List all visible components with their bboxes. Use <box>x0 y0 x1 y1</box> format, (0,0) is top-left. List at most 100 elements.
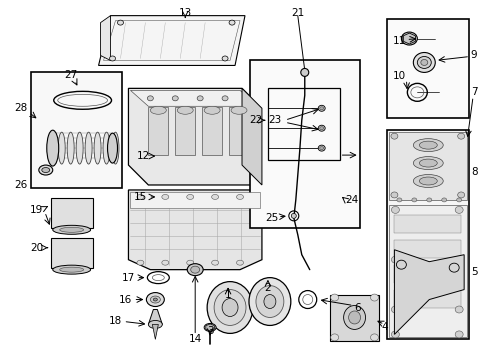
Ellipse shape <box>147 96 153 101</box>
Polygon shape <box>128 88 262 185</box>
Ellipse shape <box>53 265 91 274</box>
Ellipse shape <box>177 106 193 114</box>
Polygon shape <box>206 324 215 331</box>
Text: 10: 10 <box>393 71 406 81</box>
Bar <box>394 215 461 233</box>
Text: 1: 1 <box>225 289 231 300</box>
Ellipse shape <box>112 132 119 164</box>
Polygon shape <box>152 324 158 339</box>
Ellipse shape <box>301 68 309 76</box>
Ellipse shape <box>391 133 398 139</box>
Ellipse shape <box>148 320 162 328</box>
Ellipse shape <box>150 106 166 114</box>
Ellipse shape <box>264 294 276 309</box>
Text: 23: 23 <box>268 115 282 125</box>
Ellipse shape <box>58 132 65 164</box>
Ellipse shape <box>419 159 437 167</box>
Ellipse shape <box>207 282 253 333</box>
Ellipse shape <box>94 132 101 164</box>
Ellipse shape <box>150 296 160 303</box>
Ellipse shape <box>147 293 164 306</box>
Ellipse shape <box>39 165 53 175</box>
Ellipse shape <box>137 260 144 265</box>
Ellipse shape <box>414 157 443 170</box>
Ellipse shape <box>370 334 378 341</box>
Ellipse shape <box>85 132 92 164</box>
Ellipse shape <box>249 278 291 325</box>
Text: 5: 5 <box>471 267 477 276</box>
Ellipse shape <box>187 264 203 276</box>
Polygon shape <box>128 190 262 270</box>
Ellipse shape <box>412 198 417 202</box>
Ellipse shape <box>319 107 324 110</box>
Ellipse shape <box>414 139 443 152</box>
Ellipse shape <box>204 106 220 114</box>
Ellipse shape <box>331 294 339 301</box>
Ellipse shape <box>392 206 399 213</box>
Ellipse shape <box>414 175 443 188</box>
Ellipse shape <box>319 127 324 130</box>
Ellipse shape <box>256 285 284 318</box>
Bar <box>268 88 340 160</box>
Text: 12: 12 <box>137 151 150 161</box>
Text: 26: 26 <box>14 180 27 190</box>
Ellipse shape <box>47 130 59 166</box>
Ellipse shape <box>162 260 169 265</box>
Polygon shape <box>130 192 260 208</box>
Ellipse shape <box>331 334 339 341</box>
Ellipse shape <box>212 260 219 265</box>
Ellipse shape <box>49 132 56 164</box>
Ellipse shape <box>67 132 74 164</box>
Ellipse shape <box>458 133 465 139</box>
Ellipse shape <box>427 198 432 202</box>
Ellipse shape <box>417 57 431 68</box>
Ellipse shape <box>212 194 219 199</box>
Text: 4: 4 <box>381 323 388 332</box>
Ellipse shape <box>292 213 296 219</box>
Text: 3: 3 <box>207 327 214 336</box>
Ellipse shape <box>118 20 123 25</box>
Bar <box>250 60 360 228</box>
Text: 16: 16 <box>119 294 132 305</box>
Bar <box>394 240 461 258</box>
Ellipse shape <box>191 266 200 273</box>
Ellipse shape <box>222 298 238 316</box>
Polygon shape <box>390 205 467 337</box>
Ellipse shape <box>414 53 435 72</box>
Text: 28: 28 <box>14 103 27 113</box>
Bar <box>148 107 168 155</box>
Ellipse shape <box>348 311 361 324</box>
Ellipse shape <box>343 306 366 329</box>
Ellipse shape <box>392 331 399 338</box>
Ellipse shape <box>214 289 246 325</box>
Ellipse shape <box>172 96 178 101</box>
Polygon shape <box>394 250 464 334</box>
Text: 19: 19 <box>30 205 44 215</box>
Ellipse shape <box>153 298 157 301</box>
Text: 2: 2 <box>265 283 271 293</box>
Bar <box>394 289 461 307</box>
Ellipse shape <box>42 167 50 172</box>
Ellipse shape <box>419 177 437 185</box>
Ellipse shape <box>455 331 463 338</box>
Ellipse shape <box>455 206 463 213</box>
Ellipse shape <box>391 192 398 198</box>
Ellipse shape <box>76 132 83 164</box>
Bar <box>51 198 93 228</box>
Ellipse shape <box>204 323 216 332</box>
Text: 27: 27 <box>64 71 77 80</box>
Ellipse shape <box>457 198 462 202</box>
Text: 15: 15 <box>134 192 147 202</box>
Ellipse shape <box>231 106 247 114</box>
Ellipse shape <box>455 306 463 313</box>
Ellipse shape <box>318 105 325 111</box>
Text: 14: 14 <box>189 334 202 345</box>
Text: 7: 7 <box>471 87 477 97</box>
Text: 24: 24 <box>345 195 358 205</box>
Text: 8: 8 <box>471 167 477 177</box>
Ellipse shape <box>237 260 244 265</box>
Ellipse shape <box>222 96 228 101</box>
Polygon shape <box>148 310 162 324</box>
Polygon shape <box>100 15 111 60</box>
Ellipse shape <box>110 56 116 61</box>
